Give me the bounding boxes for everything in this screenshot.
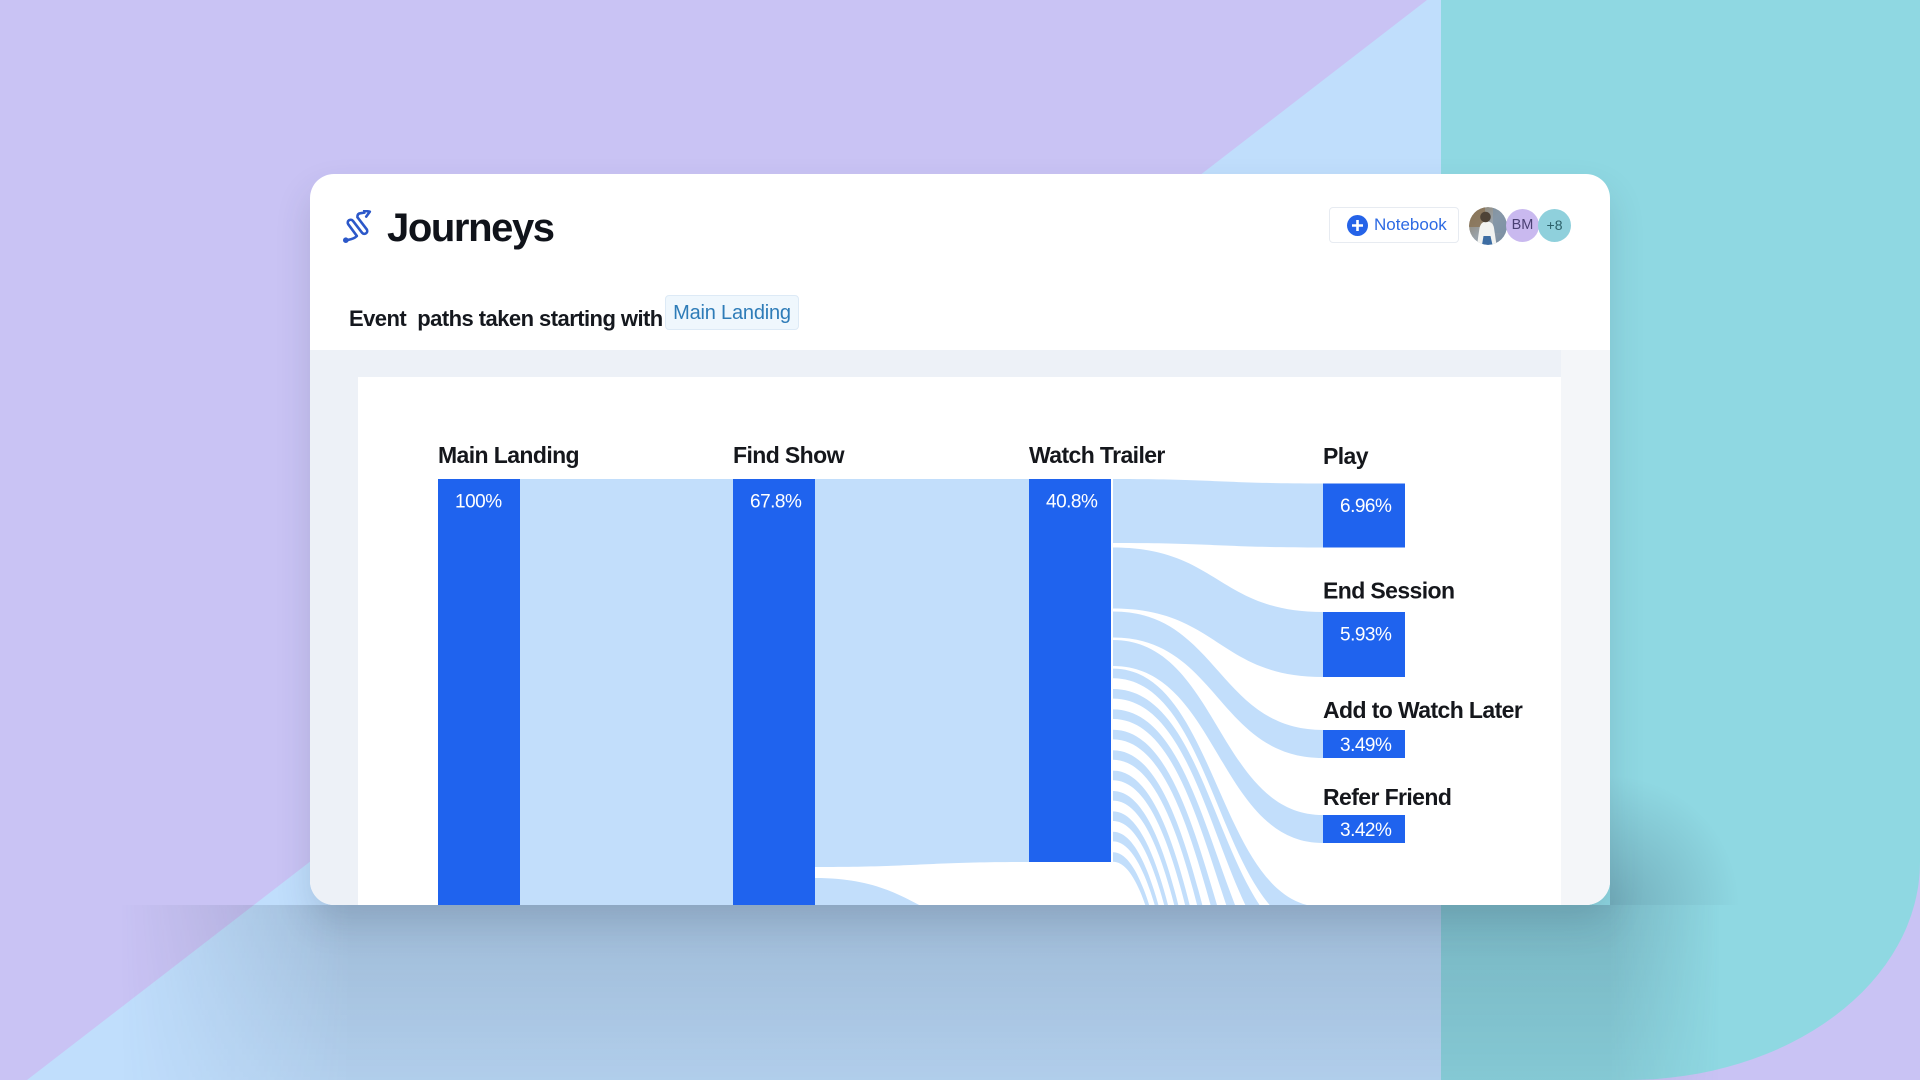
- svg-text:Watch Trailer: Watch Trailer: [1029, 442, 1165, 468]
- svg-text:Find Show: Find Show: [733, 442, 845, 468]
- svg-text:5.93%: 5.93%: [1340, 625, 1392, 646]
- svg-text:Refer Friend: Refer Friend: [1323, 784, 1451, 810]
- svg-text:100%: 100%: [455, 492, 502, 513]
- svg-text:67.8%: 67.8%: [750, 492, 802, 513]
- svg-text:3.49%: 3.49%: [1340, 735, 1392, 756]
- svg-text:6.96%: 6.96%: [1340, 496, 1392, 517]
- svg-text:Main Landing: Main Landing: [438, 442, 579, 468]
- svg-text:End Session: End Session: [1323, 578, 1454, 604]
- svg-text:Play: Play: [1323, 443, 1369, 469]
- svg-text:40.8%: 40.8%: [1046, 492, 1098, 513]
- svg-text:3.42%: 3.42%: [1340, 820, 1392, 841]
- svg-text:Add to Watch Later: Add to Watch Later: [1323, 697, 1523, 723]
